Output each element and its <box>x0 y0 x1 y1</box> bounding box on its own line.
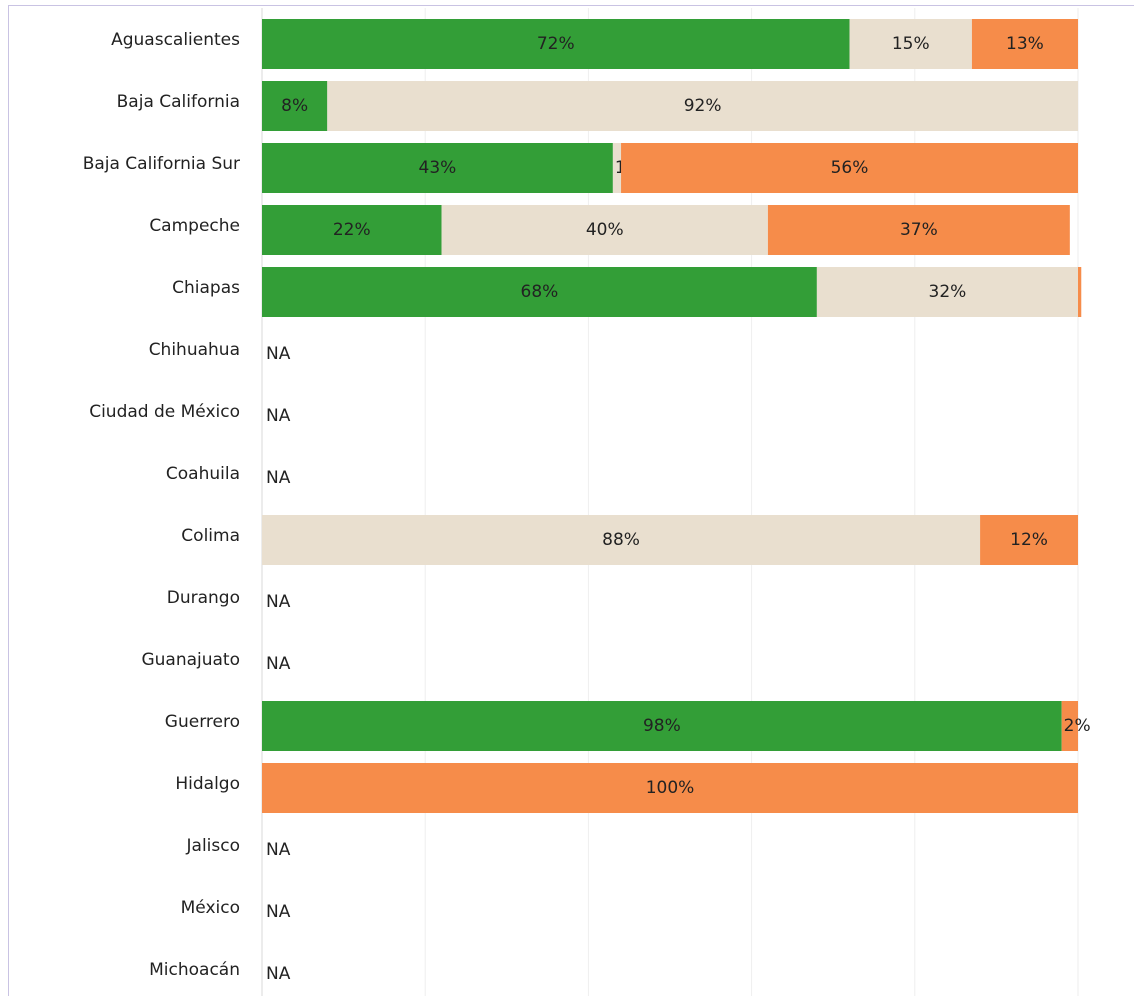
bar-segment <box>612 143 622 193</box>
category-label: Durango <box>167 588 240 608</box>
value-label: 72% <box>537 34 575 54</box>
category-label: Aguascalientes <box>111 30 240 50</box>
bar-segment <box>262 763 1078 813</box>
bar-segment <box>980 515 1078 565</box>
bar-segment <box>767 205 1070 255</box>
value-label: 92% <box>684 96 722 116</box>
value-label: 22% <box>333 220 371 240</box>
bar-segment <box>621 143 1078 193</box>
bar-segment <box>262 81 328 131</box>
bar-segment <box>971 19 1078 69</box>
na-label: NA <box>266 964 291 984</box>
category-label: Coahuila <box>166 464 240 484</box>
category-label: Baja California Sur <box>83 154 240 174</box>
na-label: NA <box>266 406 291 426</box>
value-label: 88% <box>602 530 640 550</box>
na-label: NA <box>266 840 291 860</box>
value-label: 8% <box>281 96 308 116</box>
bar-segment <box>262 143 613 193</box>
bar-segment <box>441 205 768 255</box>
value-label: 56% <box>831 158 869 178</box>
value-label: 68% <box>521 282 559 302</box>
value-label: 15% <box>892 34 930 54</box>
bar-segment <box>262 205 442 255</box>
na-label: NA <box>266 344 291 364</box>
category-label: Ciudad de México <box>89 402 240 422</box>
bar-segment <box>816 267 1078 317</box>
category-label: Colima <box>181 526 240 546</box>
bar-segment <box>262 701 1062 751</box>
na-label: NA <box>266 654 291 674</box>
bar-segment <box>262 515 981 565</box>
value-label: 37% <box>900 220 938 240</box>
na-label: NA <box>266 592 291 612</box>
category-label: México <box>181 898 240 918</box>
category-label: Hidalgo <box>175 774 240 794</box>
na-label: NA <box>266 468 291 488</box>
bar-segment <box>262 267 817 317</box>
value-label: 13% <box>1006 34 1044 54</box>
value-label: 32% <box>929 282 967 302</box>
value-label: 2% <box>1064 716 1091 736</box>
value-label: 98% <box>643 716 681 736</box>
category-label: Chihuahua <box>149 340 240 360</box>
bar-segment <box>262 19 850 69</box>
category-label: Baja California <box>117 92 240 112</box>
bar-segment <box>327 81 1078 131</box>
value-label: 100% <box>646 778 695 798</box>
category-label: Guerrero <box>165 712 240 732</box>
value-label: 40% <box>586 220 624 240</box>
bar-segment <box>1078 267 1082 317</box>
bar-segment <box>1061 701 1078 751</box>
bar-segment <box>849 19 972 69</box>
value-label: 43% <box>419 158 457 178</box>
value-label: 12% <box>1010 530 1048 550</box>
category-label: Guanajuato <box>141 650 240 670</box>
category-label: Campeche <box>149 216 240 236</box>
category-label: Jalisco <box>186 836 240 856</box>
category-label: Michoacán <box>149 960 240 980</box>
category-label: Chiapas <box>172 278 240 298</box>
na-label: NA <box>266 902 291 922</box>
